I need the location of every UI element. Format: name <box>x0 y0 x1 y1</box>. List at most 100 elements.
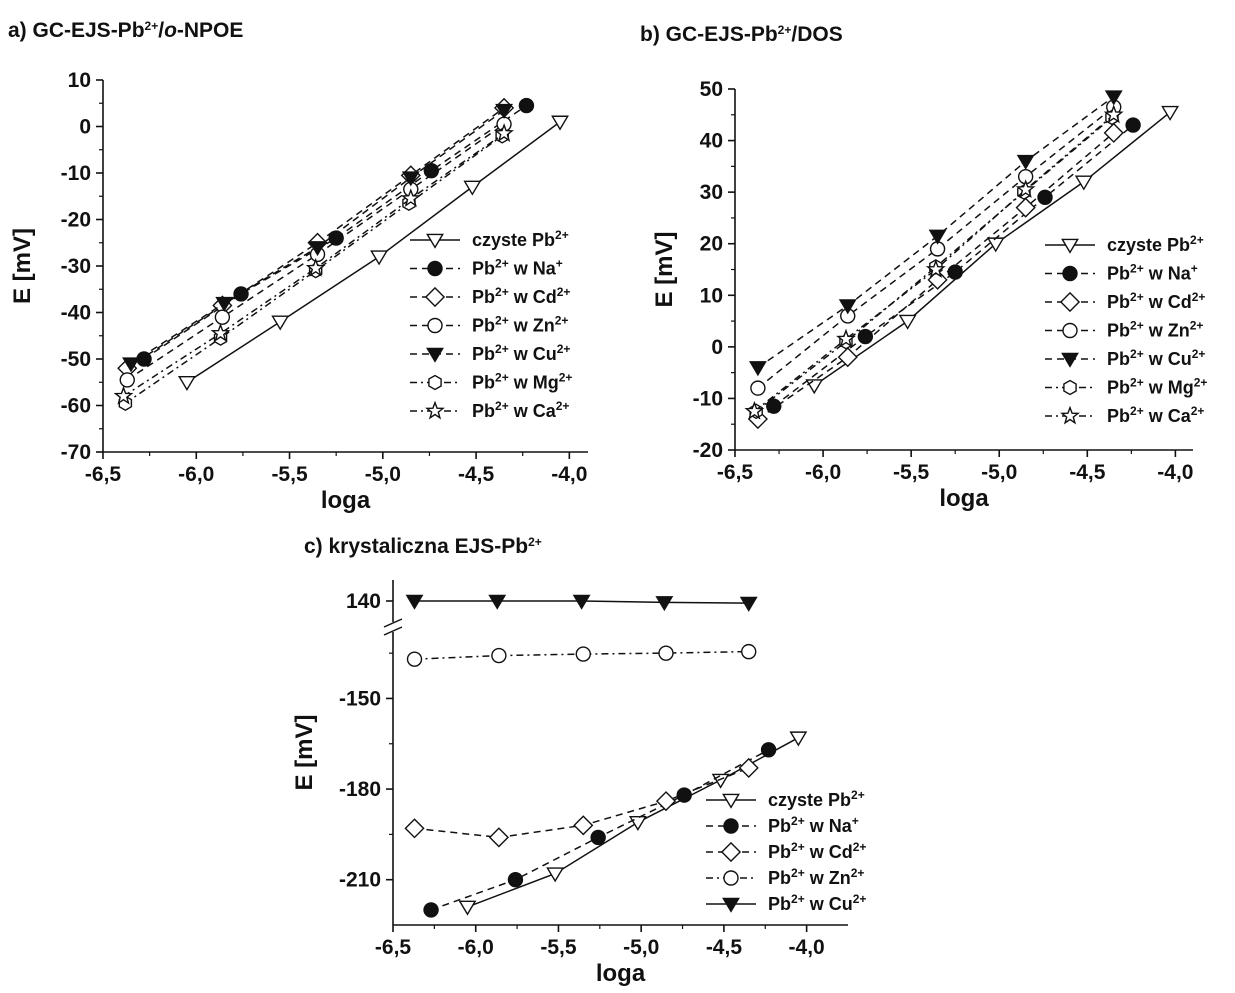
panel-b-series-4 <box>748 90 1123 377</box>
data-point <box>370 250 389 266</box>
axis-break-mark <box>383 618 403 628</box>
panel-c-series-0 <box>458 731 808 916</box>
y-tick-label: -60 <box>61 395 91 418</box>
panel-b-series-3 <box>750 99 1122 396</box>
data-point <box>947 264 963 280</box>
legend-label: Pb2+ w Mg2+ <box>1107 376 1207 398</box>
legend-marker <box>426 233 444 249</box>
legend-label: Pb2+ w Cd2+ <box>472 285 570 307</box>
legend-marker <box>1062 322 1078 339</box>
data-point <box>789 731 808 747</box>
panel-b-series-0 <box>805 105 1180 395</box>
panel-c-series-4 <box>405 594 758 612</box>
y-tick-label: 0 <box>79 116 91 139</box>
y-tick-label: 0 <box>711 336 723 359</box>
legend-label: Pb2+ w Ca2+ <box>1107 404 1204 426</box>
y-tick-label: 40 <box>700 130 723 153</box>
x-tick-label: -5,0 <box>623 936 659 959</box>
data-point <box>857 328 874 345</box>
data-point <box>400 188 421 208</box>
panel-a-series-6 <box>113 123 514 405</box>
x-tick-label: -4,5 <box>1069 461 1106 484</box>
data-point <box>928 229 947 245</box>
data-point <box>494 123 514 142</box>
legend-marker <box>1061 352 1079 368</box>
data-point <box>404 818 425 839</box>
panel-c-series-1 <box>423 742 777 918</box>
data-point <box>551 115 569 131</box>
x-tick-label: -5,0 <box>981 461 1017 484</box>
x-tick-label: -4,0 <box>789 936 825 959</box>
legend-marker <box>428 374 442 391</box>
axis-break-mark <box>383 626 403 636</box>
series-line <box>126 123 505 381</box>
data-point <box>744 400 765 420</box>
legend-marker <box>1060 405 1080 425</box>
legend-label: czyste Pb2+ <box>1107 233 1204 255</box>
legend-label: Pb2+ w Zn2+ <box>1107 319 1203 341</box>
data-point <box>1104 90 1123 106</box>
panel-a-x-axis-label: loga <box>321 487 371 514</box>
y-tick-label: -20 <box>61 209 91 232</box>
data-point <box>405 594 424 610</box>
data-point <box>572 594 591 610</box>
data-point <box>546 867 565 883</box>
legend-label: Pb2+ w Cu2+ <box>768 892 866 914</box>
legend-marker <box>722 897 740 913</box>
legend-label: Pb2+ w Zn2+ <box>768 866 864 888</box>
x-tick-label: -4,0 <box>551 463 587 486</box>
x-tick-label: -4,5 <box>706 936 743 959</box>
data-point <box>573 815 594 836</box>
y-tick-label: 10 <box>700 284 723 307</box>
data-point <box>805 379 824 395</box>
panel-b-legend: czyste Pb2+ Pb2+ w Na+ Pb2+ w Cd2+ Pb2+ w Z… <box>1045 233 1207 426</box>
y-tick-label: -180 <box>339 778 381 801</box>
legend-marker <box>1062 265 1078 282</box>
data-point <box>1103 104 1124 124</box>
series-line <box>773 124 1134 407</box>
x-tick-label: -6,5 <box>85 463 122 486</box>
panel-c-x-axis-label: loga <box>596 960 646 987</box>
legend-label: Pb2+ w Ca2+ <box>472 399 569 421</box>
panel-c-series-2 <box>404 757 759 848</box>
data-point <box>423 902 439 918</box>
data-point <box>655 596 674 612</box>
legend-marker <box>424 286 446 308</box>
panel-a-legend: czyste Pb2+ Pb2+ w Na+ Pb2+ w Cd2+ Pb2+ w Z… <box>410 228 572 421</box>
series-line <box>143 104 527 360</box>
series-line <box>757 106 1115 389</box>
y-tick-label: 10 <box>68 69 91 92</box>
panel-b-chart: b) GC-EJS-Pb2+/DOS -20 -10 0 10 20 30 40 50 -6,5 -… <box>640 23 1207 512</box>
legend-label: Pb2+ w Cu2+ <box>472 342 570 364</box>
panel-c-title: c) krystaliczna EJS-Pb2+ <box>304 535 542 558</box>
panel-b-x-axis-label: loga <box>939 485 989 512</box>
data-point <box>308 241 327 257</box>
panel-a-series-4 <box>122 103 513 373</box>
panel-a-series-2 <box>117 97 515 379</box>
legend-label: czyste Pb2+ <box>472 228 569 250</box>
data-point <box>214 309 231 325</box>
series-line <box>414 650 749 660</box>
legend-marker <box>427 260 443 277</box>
data-point <box>748 361 767 377</box>
series-line <box>124 135 503 404</box>
data-point <box>491 647 507 664</box>
data-point <box>119 372 135 388</box>
x-tick-label: -5,0 <box>365 463 401 486</box>
data-point <box>658 645 674 661</box>
panel-a-y-axis-label: E [mV] <box>9 228 36 304</box>
data-point <box>401 171 420 187</box>
y-tick-label: -30 <box>61 255 91 278</box>
y-tick-label: 140 <box>346 590 381 613</box>
legend-marker <box>1059 291 1081 313</box>
data-point <box>766 398 782 414</box>
x-tick-label: -6,0 <box>805 461 841 484</box>
legend-label: Pb2+ w Na+ <box>768 814 859 836</box>
legend-marker <box>1061 238 1079 254</box>
x-tick-label: -4,5 <box>458 463 495 486</box>
data-point <box>488 827 509 848</box>
legend-marker <box>720 841 742 863</box>
x-tick-label: -6,0 <box>178 463 214 486</box>
legend-marker <box>723 870 739 886</box>
